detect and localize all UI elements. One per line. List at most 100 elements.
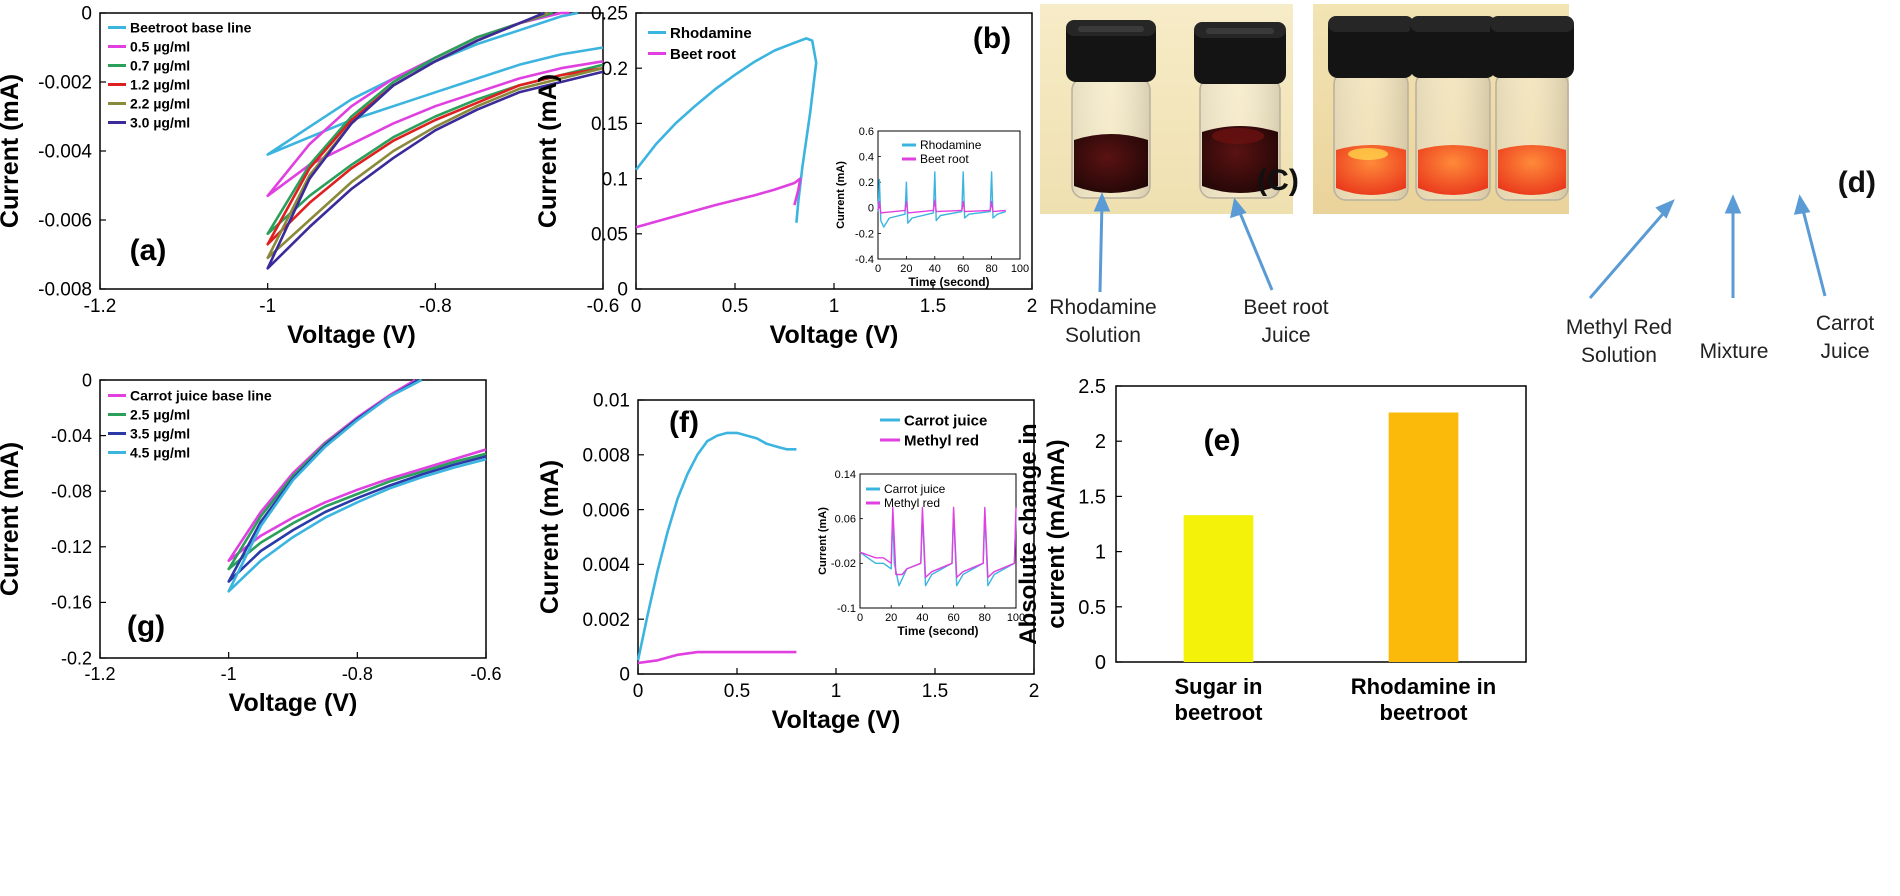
y-tick-label: 0.15 — [591, 114, 628, 135]
caption-line: Solution — [1581, 344, 1657, 367]
inset-y-axis-label: Current (mA) — [835, 161, 847, 229]
inset-x-tick-label: 40 — [916, 612, 928, 624]
legend-label: 2.2 µg/ml — [130, 95, 190, 111]
x-category-label: Rhodamine in — [1351, 674, 1496, 699]
plot-frame — [99, 379, 487, 659]
vial-carrot — [1490, 16, 1574, 201]
legend-label: Carrot juice — [904, 412, 987, 429]
y-tick-label: 0.05 — [591, 224, 628, 245]
photo-arrows-left — [1093, 192, 1274, 293]
y-tick-label: 0.006 — [582, 500, 630, 521]
plot-frame — [1115, 385, 1527, 663]
x-tick-label: 1.5 — [920, 296, 946, 317]
x-tick-label: 0 — [633, 681, 644, 702]
inset-y-tick-label: -0.1 — [837, 603, 856, 615]
caption-line: Rhodamine — [1049, 296, 1157, 319]
chart-a: -1.2 -1 -0.8 -0.6 0 -0.002 -0.004 -0.006 -0.008 V… — [0, 4, 619, 349]
x-tick-label: -1 — [221, 664, 237, 684]
legend-label: Rhodamine — [670, 25, 752, 42]
legend-label: Beetroot base line — [130, 19, 252, 35]
y-axis-label: Current (mA) — [0, 74, 24, 228]
inset-frame — [859, 473, 1017, 609]
legend-label: Beet root — [670, 46, 736, 63]
chart-f: 0 0.5 1 1.5 200.0020.0040.0060.0080.01Voltag… — [536, 391, 1039, 734]
inset-y-tick-label: -0.4 — [855, 254, 874, 266]
series-line — [635, 177, 802, 229]
y-tick-label: 1.5 — [1078, 486, 1106, 508]
vial-methyl-red — [1328, 16, 1414, 201]
inset-y-tick-label: 0.2 — [859, 177, 874, 189]
legend-label: Methyl red — [904, 432, 979, 449]
caption-methyl-red-solution: Methyl Red Solution — [1554, 314, 1684, 370]
y-axis-label: Absolute change in — [1015, 423, 1042, 644]
y-tick-label: 0.5 — [1078, 597, 1106, 619]
inset-x-tick-label: 80 — [985, 263, 997, 275]
inset-y-tick-label: 0.6 — [859, 126, 874, 138]
x-tick-label: 0 — [631, 296, 642, 317]
x-tick-label: -0.6 — [587, 296, 620, 317]
y-tick-label: 0.01 — [593, 391, 630, 412]
x-axis-label: Voltage (V) — [770, 321, 899, 349]
inset-frame — [877, 130, 1021, 260]
x-category-label: beetroot — [1380, 700, 1469, 725]
inset-x-tick-label: 100 — [1011, 263, 1029, 275]
inset-y-tick-label: 0.06 — [835, 514, 856, 526]
caption-line: Mixture — [1699, 340, 1769, 363]
photo-panel-label-c: (C) — [1257, 164, 1299, 197]
inset-x-tick-label: 100 — [1007, 612, 1025, 624]
y-tick-label: 2.5 — [1078, 376, 1106, 398]
inset-x-tick-label: 80 — [979, 612, 991, 624]
x-tick-label: 2 — [1027, 296, 1038, 317]
inset-series-line — [877, 171, 1007, 228]
inset-y-axis-label: Current (mA) — [817, 507, 829, 575]
caption-carrot-juice: Carrot Juice — [1800, 310, 1890, 366]
panel-label: (a) — [130, 234, 167, 267]
inset-chart: 0 20 40 60 80 100 0.14 0.06 -0.02 -0.1 Time (secon… — [817, 469, 1025, 638]
y-tick-label: -0.2 — [61, 648, 92, 668]
inset-x-tick-label: 40 — [929, 263, 941, 275]
x-tick-label: -1.2 — [84, 664, 115, 684]
x-axis-label: Voltage (V) — [229, 689, 358, 717]
legend-label: Rhodamine — [920, 138, 982, 152]
inset-series-line — [877, 199, 1006, 214]
series-line — [637, 650, 797, 665]
series-line — [227, 378, 487, 593]
caption-beetroot-juice: Beet root Juice — [1236, 294, 1336, 350]
x-tick-label: 1.5 — [922, 681, 948, 702]
x-tick-label: -1 — [259, 296, 276, 317]
inset-series-line — [859, 506, 1017, 578]
legend-label: Carrot juice base line — [130, 387, 272, 403]
photo-panel-label-d: (d) — [1838, 166, 1876, 199]
chart-g: -1.2 -1 -0.8 -0.6 0 -0.04 -0.08 -0.12 -0.16 -0.2 V… — [0, 370, 502, 717]
legend-label: 1.2 µg/ml — [130, 76, 190, 92]
x-tick-label: -1.2 — [84, 296, 117, 317]
x-tick-label: 1 — [831, 681, 842, 702]
y-axis-label: Current (mA) — [0, 442, 24, 596]
legend-label: Beet root — [920, 152, 969, 166]
x-category-label: Sugar in — [1174, 674, 1262, 699]
inset-y-tick-label: 0.4 — [859, 151, 874, 163]
caption-line: Juice — [1261, 324, 1311, 347]
panel-label: (f) — [669, 406, 699, 439]
panel-label: (b) — [973, 22, 1011, 55]
legend-label: 0.5 µg/ml — [130, 38, 190, 54]
inset-x-tick-label: 0 — [857, 612, 863, 624]
y-axis-label: current (mA/mA) — [1043, 439, 1070, 628]
inset-chart: 0 20 40 60 80 100 -0.4 -0.2 0 0.2 0.4 0.6 Time (seco… — [835, 126, 1029, 289]
caption-line: Solution — [1065, 324, 1141, 347]
y-tick-label: 0 — [617, 280, 628, 301]
caption-line: Juice — [1820, 340, 1870, 363]
y-tick-label: 0.008 — [582, 445, 630, 466]
inset-x-axis-label: Time (second) — [897, 624, 978, 638]
legend-label: 3.5 µg/ml — [130, 425, 190, 441]
x-category-label: beetroot — [1175, 700, 1264, 725]
panel-label: (e) — [1204, 424, 1241, 457]
caption-line: Methyl Red — [1565, 316, 1673, 339]
y-tick-label: -0.004 — [38, 142, 92, 163]
y-axis-label: Current (mA) — [536, 460, 564, 614]
bar — [1388, 412, 1459, 662]
series-line — [227, 378, 487, 583]
y-tick-label: 1 — [1095, 542, 1106, 564]
